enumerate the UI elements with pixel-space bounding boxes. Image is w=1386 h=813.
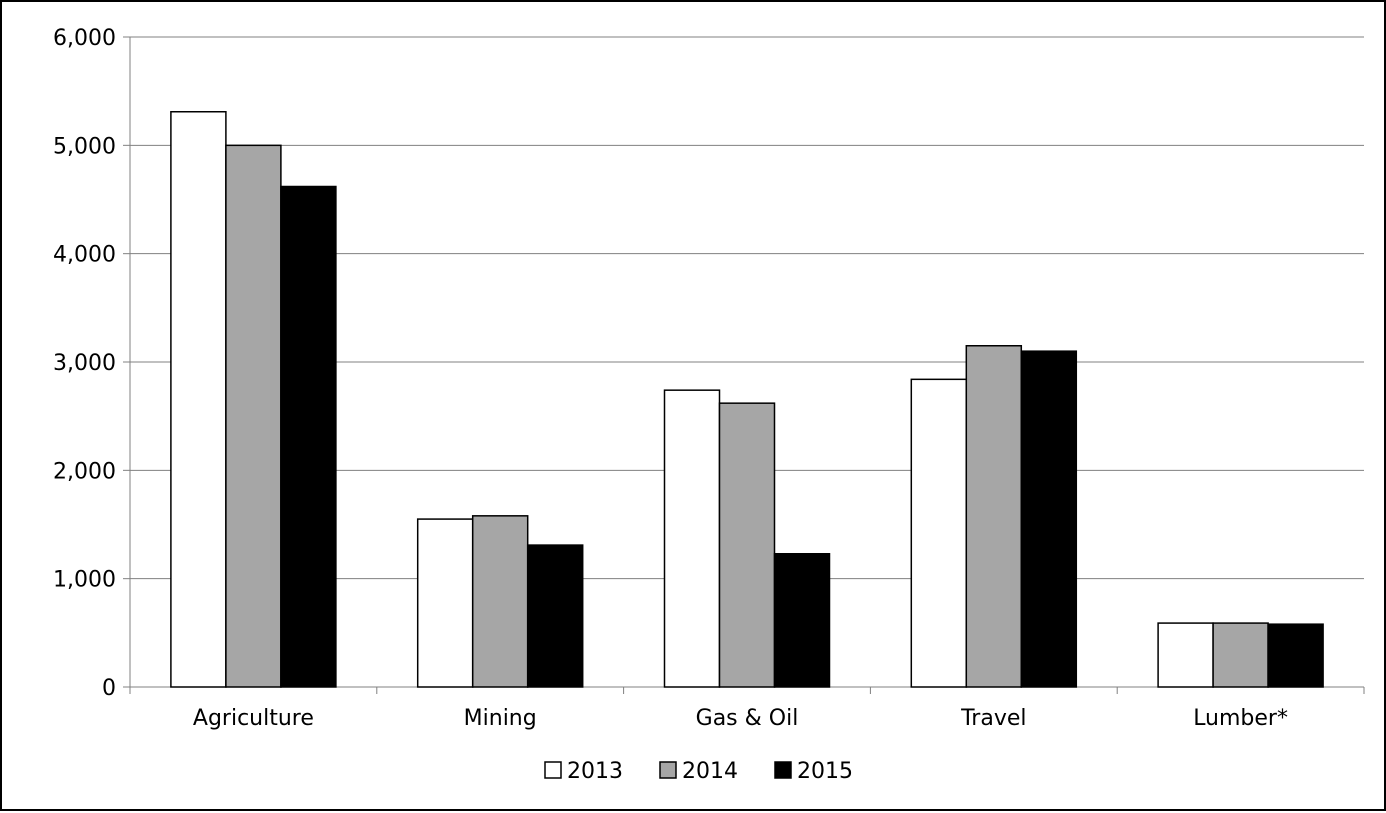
y-tick-label: 0 xyxy=(102,676,116,701)
y-tick-label: 2,000 xyxy=(53,459,116,484)
bar-2014-0 xyxy=(225,144,282,688)
y-tick-label: 5,000 xyxy=(53,134,116,159)
bar-2014-4 xyxy=(1212,622,1269,688)
x-tick-label: Gas & Oil xyxy=(696,706,799,731)
legend-swatch-2014 xyxy=(659,761,677,779)
legend-label-2013: 2013 xyxy=(567,759,623,784)
x-tick-label: Lumber* xyxy=(1193,706,1288,731)
legend-label-2015: 2015 xyxy=(797,759,853,784)
bar-2015-4 xyxy=(1267,623,1324,688)
x-tick-label: Agriculture xyxy=(193,706,314,731)
y-tick-label: 6,000 xyxy=(53,26,116,51)
y-tick-label: 1,000 xyxy=(53,568,116,593)
bar-2014-2 xyxy=(718,402,776,688)
bar-2015-1 xyxy=(526,544,584,688)
legend-swatch-2015 xyxy=(774,761,792,779)
bar-2013-0 xyxy=(170,111,227,688)
y-tick-label: 4,000 xyxy=(53,243,116,268)
legend-swatch-2013 xyxy=(544,761,562,779)
x-tick-label: Mining xyxy=(464,706,537,731)
bar-2013-2 xyxy=(663,389,721,688)
bar-2015-3 xyxy=(1020,350,1078,688)
bar-2013-4 xyxy=(1157,622,1214,688)
legend-label-2014: 2014 xyxy=(682,759,738,784)
bar-2013-3 xyxy=(910,378,968,688)
y-tick-label: 3,000 xyxy=(53,351,116,376)
bar-2015-2 xyxy=(773,553,831,688)
bar-2014-3 xyxy=(965,345,1023,688)
bar-2013-1 xyxy=(416,518,474,688)
bar-2014-1 xyxy=(471,515,529,688)
bar-2015-0 xyxy=(280,185,337,688)
x-tick-label: Travel xyxy=(960,706,1026,731)
